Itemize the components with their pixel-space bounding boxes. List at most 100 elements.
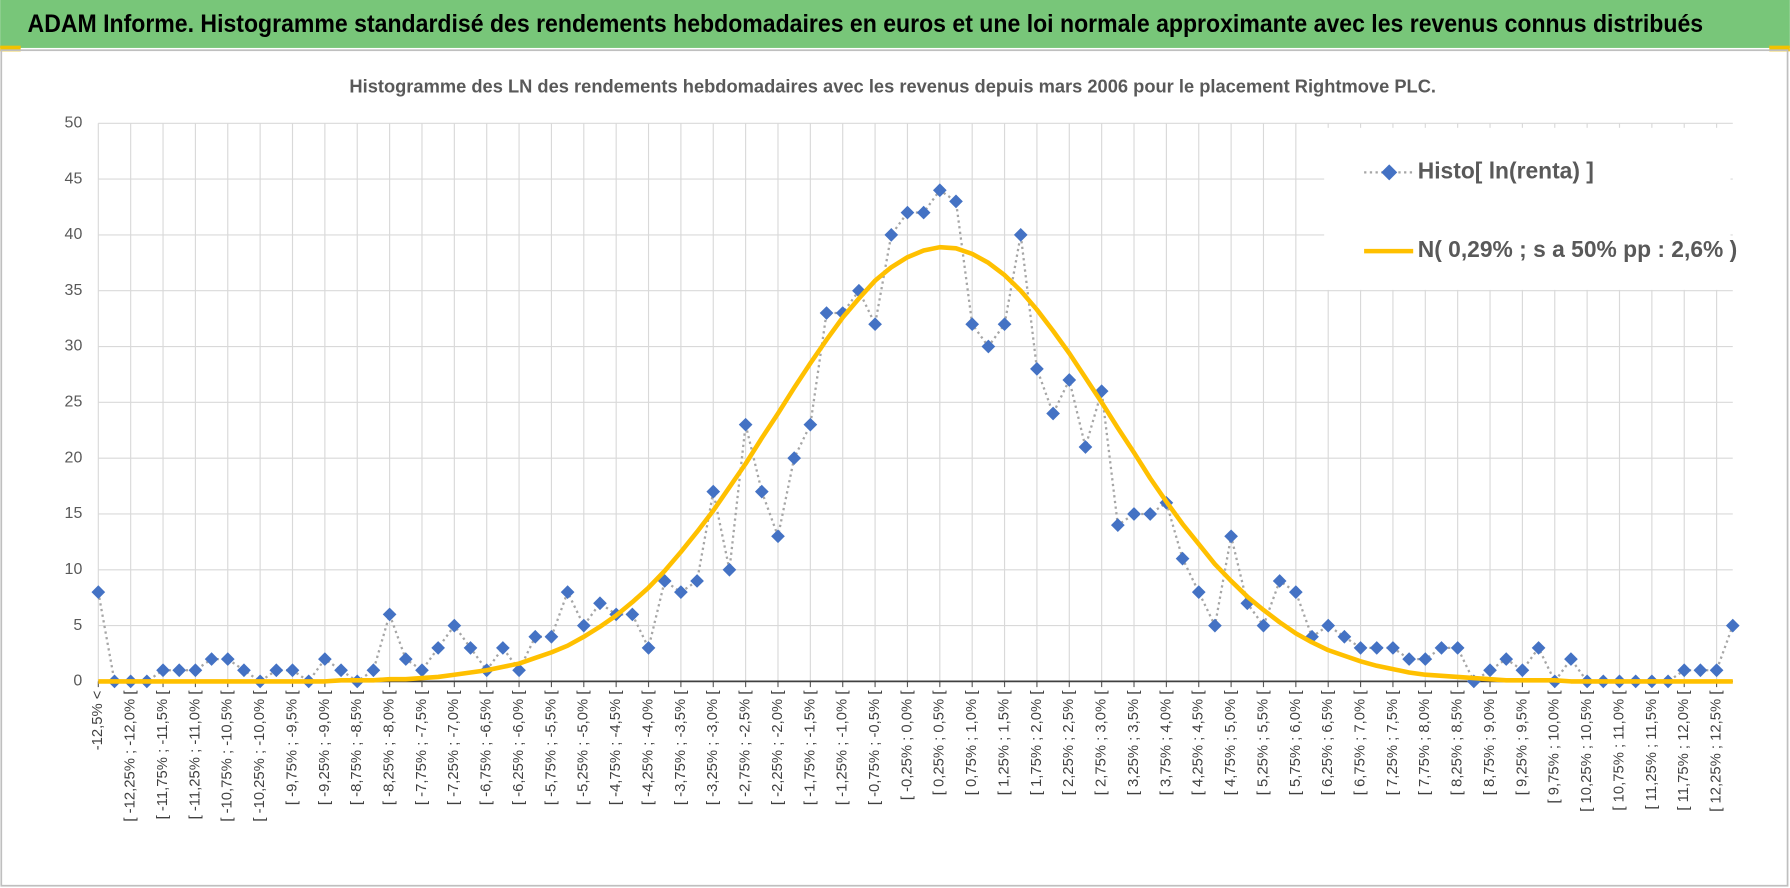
y-tick-label: 20 bbox=[65, 449, 83, 466]
data-point bbox=[366, 663, 381, 678]
data-point bbox=[204, 652, 219, 666]
data-point bbox=[1224, 529, 1238, 544]
data-point bbox=[220, 652, 235, 666]
x-tick-label: [ 0,25% ; 0,5% [ bbox=[932, 691, 948, 796]
data-point bbox=[1353, 641, 1368, 655]
x-tick-label: [ 7,75% ; 8,0% [ bbox=[1417, 691, 1433, 796]
data-point bbox=[1531, 641, 1546, 655]
data-point bbox=[188, 663, 203, 678]
x-tick-label: [ 4,75% ; 5,0% [ bbox=[1223, 691, 1239, 796]
x-tick-label: [ 8,25% ; 8,5% [ bbox=[1450, 691, 1466, 796]
normal-curve bbox=[98, 244, 1733, 684]
data-point bbox=[884, 228, 899, 242]
data-point bbox=[431, 641, 445, 655]
x-tick-label: [ -6,25% ; -6,0% [ bbox=[511, 691, 527, 806]
x-tick-label: [ 11,25% ; 11,5% [ bbox=[1644, 691, 1660, 810]
x-tick-label: [ 7,25% ; 7,5% [ bbox=[1385, 691, 1401, 796]
x-tick-label: [ 8,75% ; 9,0% [ bbox=[1482, 691, 1498, 796]
x-tick-label: [ 6,25% ; 6,5% [ bbox=[1320, 691, 1336, 796]
x-tick-label: [ 11,75% ; 12,0% [ bbox=[1676, 691, 1692, 811]
data-point bbox=[318, 652, 332, 666]
chart-frame bbox=[0, 49, 1789, 887]
data-point bbox=[269, 663, 284, 678]
legend-marker bbox=[1381, 164, 1398, 181]
x-tick-label: [ -8,25% ; -8,0% [ bbox=[382, 691, 398, 806]
x-tick-label: -12,5% < bbox=[90, 691, 106, 751]
x-tick-label: [ -7,75% ; -7,5% [ bbox=[414, 691, 430, 806]
x-tick-label: [ -7,25% ; -7,0% [ bbox=[446, 691, 462, 806]
data-point bbox=[334, 663, 348, 678]
x-tick-label: [ -5,25% ; -5,0% [ bbox=[576, 691, 592, 806]
data-point bbox=[1677, 663, 1692, 678]
x-tick-label: [ -8,75% ; -8,5% [ bbox=[349, 691, 365, 806]
x-tick-label: [ 9,25% ; 9,5% [ bbox=[1514, 691, 1530, 796]
data-point bbox=[1369, 641, 1384, 655]
x-tick-label: [ -1,25% ; -1,0% [ bbox=[835, 691, 851, 806]
data-point bbox=[1564, 652, 1578, 666]
x-tick-label: [ -10,25% ; -10,0% [ bbox=[252, 691, 268, 822]
data-point bbox=[754, 484, 769, 499]
y-tick-label: 45 bbox=[65, 170, 83, 187]
data-point bbox=[285, 663, 300, 678]
x-tick-label: [ -12,25% ; -12,0% [ bbox=[123, 691, 139, 822]
x-tick-label: [ 6,75% ; 7,0% [ bbox=[1352, 691, 1368, 796]
data-point bbox=[738, 417, 753, 432]
x-tick-label: [ -6,75% ; -6,5% [ bbox=[479, 691, 495, 806]
legend: Histo[ ln(renta) ] N( 0,29% ; s a 50% pp … bbox=[1324, 127, 1737, 290]
y-tick-label: 30 bbox=[65, 338, 83, 355]
data-point bbox=[1693, 663, 1708, 678]
x-tick-label: [ -2,75% ; -2,5% [ bbox=[738, 691, 754, 806]
x-tick-label: [ -4,25% ; -4,0% [ bbox=[640, 691, 656, 806]
data-point bbox=[1030, 362, 1044, 376]
x-tick-label: [ -9,75% ; -9,5% [ bbox=[284, 691, 300, 806]
x-tick-label: [ 12,25% ; 12,5% [ bbox=[1709, 691, 1725, 812]
x-tick-label: [ 5,75% ; 6,0% [ bbox=[1288, 691, 1304, 796]
data-point bbox=[1386, 641, 1400, 655]
y-tick-label: 50 bbox=[65, 114, 83, 131]
x-tick-label: [ 1,75% ; 2,0% [ bbox=[1029, 691, 1045, 796]
data-point bbox=[156, 663, 170, 678]
data-point bbox=[382, 607, 397, 622]
x-tick-label: [ -2,25% ; -2,0% [ bbox=[770, 691, 786, 806]
data-point bbox=[1127, 507, 1141, 521]
data-point bbox=[398, 652, 413, 666]
data-point bbox=[1483, 663, 1497, 678]
data-point bbox=[1078, 440, 1093, 454]
header-accent bbox=[0, 45, 21, 52]
y-tick-label: 25 bbox=[65, 394, 83, 411]
data-point bbox=[1499, 652, 1514, 666]
data-point bbox=[415, 663, 429, 678]
data-point bbox=[1046, 406, 1060, 421]
x-tick-label: [ -10,75% ; -10,5% [ bbox=[220, 691, 236, 822]
data-point bbox=[172, 663, 187, 678]
x-tick-label: [ 10,75% ; 11,0% [ bbox=[1611, 691, 1627, 811]
data-point bbox=[787, 451, 802, 466]
data-point bbox=[1337, 629, 1352, 644]
x-tick-label: [ -1,75% ; -1,5% [ bbox=[802, 691, 818, 806]
data-point bbox=[463, 641, 478, 655]
data-point bbox=[237, 663, 251, 678]
x-tick-label: [ 2,25% ; 2,5% [ bbox=[1061, 691, 1077, 796]
x-tick-label: [ -9,25% ; -9,0% [ bbox=[317, 691, 333, 806]
data-point bbox=[1709, 663, 1724, 678]
data-point bbox=[1175, 551, 1190, 566]
data-point bbox=[932, 183, 947, 198]
data-point bbox=[803, 417, 818, 432]
data-point bbox=[916, 205, 931, 220]
data-point bbox=[981, 339, 996, 354]
data-point bbox=[900, 205, 915, 220]
data-point bbox=[997, 317, 1012, 332]
data-point bbox=[1515, 663, 1530, 678]
data-point bbox=[1418, 652, 1433, 666]
data-point bbox=[1143, 507, 1158, 521]
header-accent bbox=[1769, 45, 1790, 52]
x-tick-label: [ -5,75% ; -5,5% [ bbox=[543, 691, 559, 806]
y-tick-label: 10 bbox=[65, 561, 83, 578]
x-tick-label: [ 1,25% ; 1,5% [ bbox=[996, 691, 1012, 796]
data-point bbox=[512, 663, 526, 678]
chart-title: Histogramme des LN des rendements hebdom… bbox=[349, 76, 1436, 97]
y-tick-label: 35 bbox=[65, 282, 83, 299]
x-tick-label: [ 9,75% ; 10,0% [ bbox=[1547, 691, 1563, 804]
data-point bbox=[868, 317, 882, 332]
x-tick-label: [ -11,75% ; -11,5% [ bbox=[155, 691, 171, 820]
